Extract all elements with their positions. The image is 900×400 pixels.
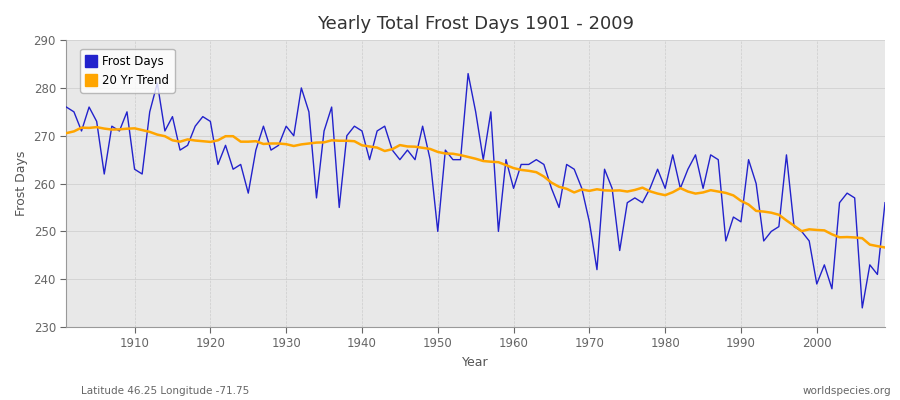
Title: Yearly Total Frost Days 1901 - 2009: Yearly Total Frost Days 1901 - 2009 [317,15,634,33]
Text: worldspecies.org: worldspecies.org [803,386,891,396]
Y-axis label: Frost Days: Frost Days [15,151,28,216]
Text: Latitude 46.25 Longitude -71.75: Latitude 46.25 Longitude -71.75 [81,386,249,396]
X-axis label: Year: Year [463,356,489,369]
Legend: Frost Days, 20 Yr Trend: Frost Days, 20 Yr Trend [80,49,175,92]
